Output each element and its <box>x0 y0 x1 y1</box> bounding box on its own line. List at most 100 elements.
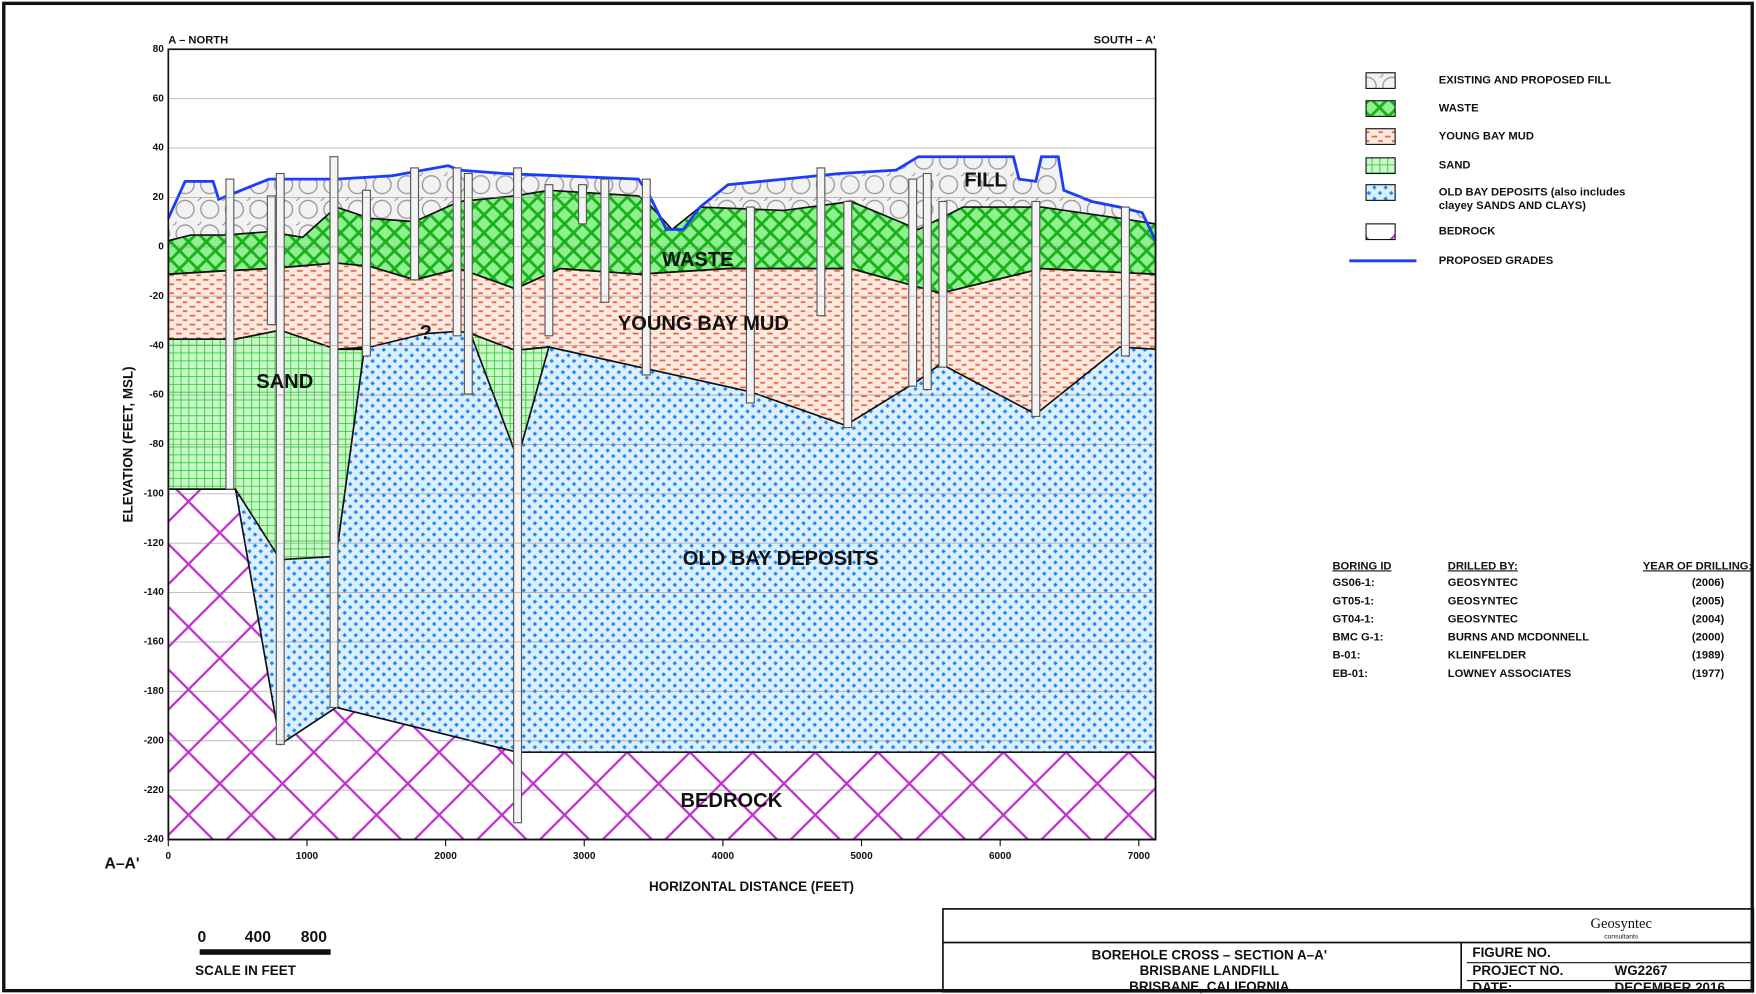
drawing-title: BOREHOLE CROSS – SECTION A–A' <box>1092 947 1327 962</box>
table-cell: GEOSYNTEC <box>1448 577 1518 589</box>
borehole <box>1031 200 1041 417</box>
company-sub: consultants <box>1604 934 1639 941</box>
legend-label: PROPOSED GRADES <box>1439 255 1554 267</box>
borehole <box>843 200 853 429</box>
legend-swatch <box>1365 100 1396 117</box>
proposed-grade <box>167 155 1157 242</box>
field-label: FIGURE NO. <box>1472 945 1550 960</box>
field-label: DATE: <box>1472 980 1512 994</box>
x-tick-label: 0 <box>166 851 172 862</box>
table-cell: GS06-1: <box>1332 577 1374 589</box>
borehole <box>544 184 554 337</box>
y-tick-label: -180 <box>144 686 165 697</box>
project-number: WG2267 <box>1615 963 1668 978</box>
borehole <box>452 167 462 337</box>
borehole <box>816 167 826 317</box>
plot-frame <box>167 48 1157 841</box>
legend-swatch <box>1365 128 1396 145</box>
table-cell: (2005) <box>1692 595 1725 607</box>
y-tick-label: -120 <box>144 538 165 549</box>
layer-label: BEDROCK <box>680 790 782 812</box>
y-tick-label: -80 <box>149 439 164 450</box>
drawing-title: BRISBANE LANDFILL <box>1140 963 1279 978</box>
x-tick-label: 5000 <box>850 851 873 862</box>
y-tick-label: -100 <box>144 488 165 499</box>
x-axis-label: HORIZONTAL DISTANCE (FEET) <box>649 879 854 894</box>
borehole <box>745 206 755 404</box>
scale-tick: 400 <box>245 929 271 946</box>
borehole <box>275 172 285 745</box>
table-cell: (2004) <box>1692 613 1725 625</box>
section-end-label: A – NORTH <box>168 34 228 46</box>
scale-tick: 800 <box>301 929 327 946</box>
y-tick-label: 20 <box>153 192 165 203</box>
y-tick-label: -60 <box>149 390 164 401</box>
borehole <box>938 200 948 368</box>
table-cell: GEOSYNTEC <box>1448 595 1518 607</box>
y-tick-label: 0 <box>158 241 164 252</box>
borehole <box>225 178 235 490</box>
borehole <box>641 178 651 376</box>
y-tick-label: -160 <box>144 637 165 648</box>
x-tick-label: 6000 <box>989 851 1012 862</box>
drawing-date: DECEMBER 2016 <box>1615 980 1725 994</box>
table-cell: (2000) <box>1692 632 1725 644</box>
y-tick-label: -40 <box>149 340 164 351</box>
y-tick-label: 40 <box>153 143 165 154</box>
legend-label: YOUNG BAY MUD <box>1439 131 1534 143</box>
borehole <box>463 172 473 395</box>
legend-label: WASTE <box>1439 103 1479 115</box>
y-tick-label: -140 <box>144 587 165 598</box>
borehole <box>361 189 371 357</box>
borehole <box>513 167 523 824</box>
borehole <box>922 172 932 391</box>
borehole <box>600 178 610 303</box>
x-tick-label: 3000 <box>573 851 596 862</box>
table-cell: GT05-1: <box>1332 595 1374 607</box>
table-cell: (1989) <box>1692 650 1725 662</box>
field-label: PROJECT NO. <box>1472 963 1563 978</box>
y-tick-label: -20 <box>149 291 164 302</box>
legend-swatch <box>1365 223 1396 241</box>
drawing-title: BRISBANE, CALIFORNIA <box>1129 979 1290 994</box>
y-tick-label: 60 <box>153 93 165 104</box>
old-bay-deposits <box>168 330 1156 840</box>
legend-swatch <box>1365 157 1396 175</box>
layer-label: YOUNG BAY MUD <box>618 313 789 335</box>
table-cell: (1977) <box>1692 668 1725 680</box>
borehole <box>908 178 918 387</box>
layer-label: OLD BAY DEPOSITS <box>683 548 879 570</box>
borehole <box>578 184 587 225</box>
table-cell: GEOSYNTEC <box>1448 613 1518 625</box>
legend-swatch <box>1365 184 1396 201</box>
borehole <box>329 156 339 709</box>
title-block <box>942 908 1755 993</box>
company-logo: Geosyntec <box>1591 916 1653 932</box>
table-cell: B-01: <box>1332 650 1360 662</box>
scale-tick: 0 <box>198 929 207 946</box>
query-mark: ? <box>420 322 432 344</box>
layer-label: FILL <box>964 170 1006 192</box>
table-header: YEAR OF DRILLING: <box>1643 560 1752 572</box>
table-header: BORING ID <box>1332 560 1391 572</box>
borehole <box>410 167 420 281</box>
legend-label: SAND <box>1439 160 1471 172</box>
section-end-label: SOUTH – A' <box>1094 34 1156 46</box>
section-corner-label: A–A' <box>105 855 140 872</box>
table-cell: GT04-1: <box>1332 613 1374 625</box>
x-tick-label: 7000 <box>1128 851 1151 862</box>
legend-label: BEDROCK <box>1439 226 1496 238</box>
table-cell: BURNS AND MCDONNELL <box>1448 632 1589 644</box>
legend-label: OLD BAY DEPOSITS (also includes <box>1439 186 1626 198</box>
legend-swatch <box>1365 72 1396 89</box>
table-cell: (2006) <box>1692 577 1725 589</box>
x-tick-label: 2000 <box>434 851 457 862</box>
borehole <box>266 195 276 326</box>
y-tick-label: -240 <box>144 834 165 845</box>
table-header: DRILLED BY: <box>1448 560 1518 572</box>
y-tick-label: 80 <box>153 44 165 55</box>
legend-label: clayey SANDS AND CLAYS) <box>1439 200 1586 212</box>
x-tick-label: 1000 <box>296 851 319 862</box>
